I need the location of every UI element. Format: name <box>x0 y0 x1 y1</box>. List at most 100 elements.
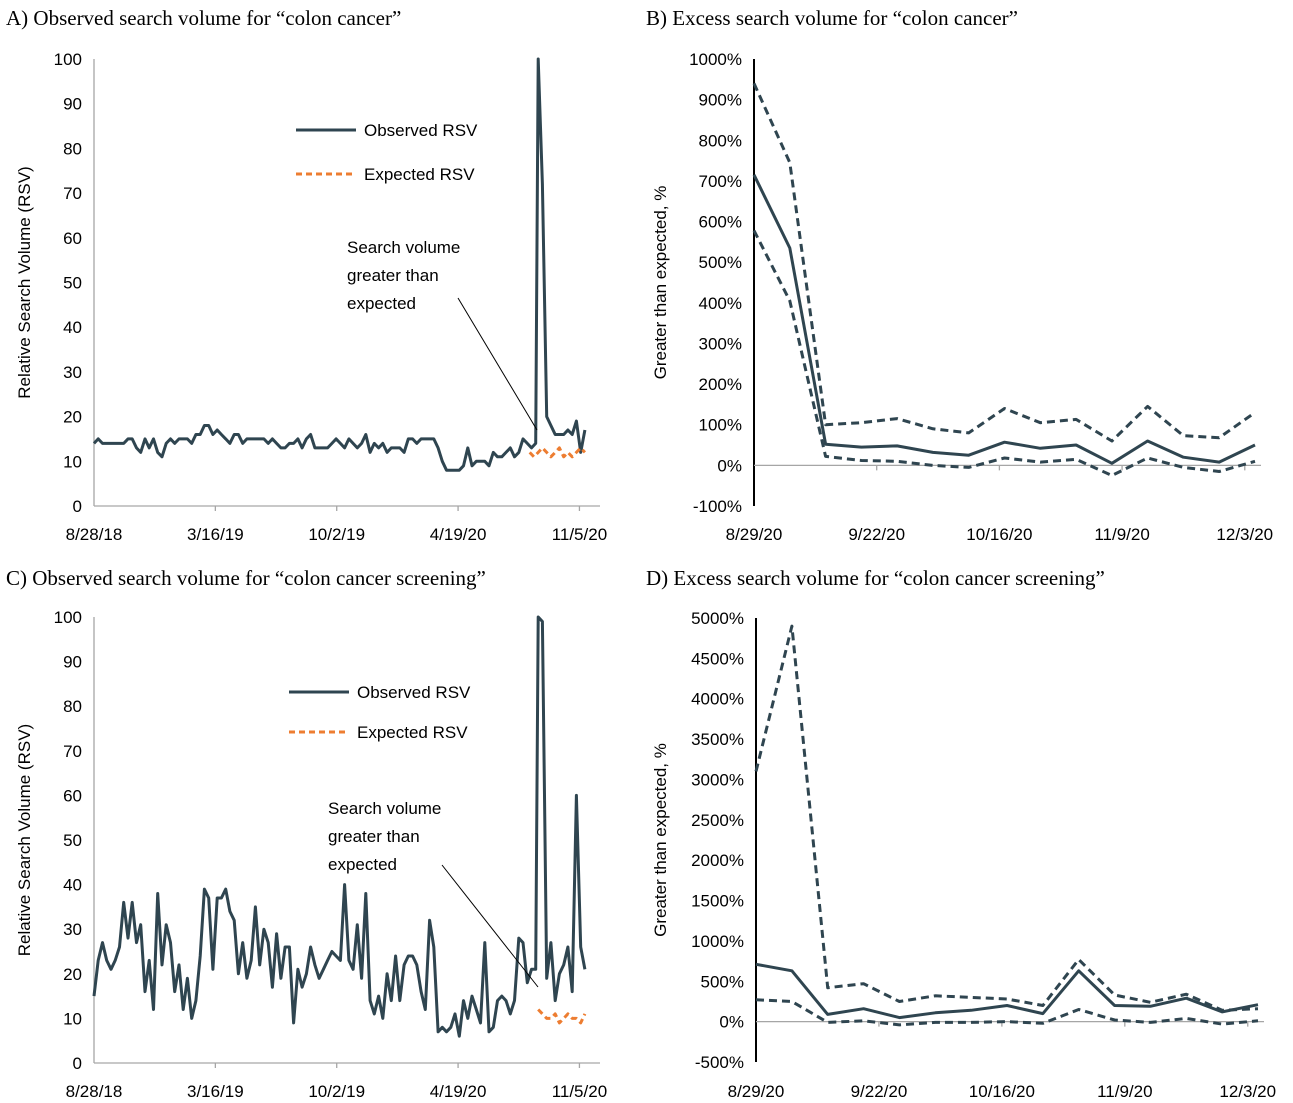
y-axis-title: Greater than expected, % <box>651 743 670 937</box>
y-tick-label: 0 <box>73 1054 82 1073</box>
annotation-text: expected <box>328 855 397 874</box>
x-tick-label: 8/29/20 <box>728 1082 785 1101</box>
y-axis-title: Greater than expected, % <box>651 186 670 380</box>
x-tick-label: 8/28/18 <box>66 525 123 544</box>
upper-ci-line <box>754 624 1259 1012</box>
y-tick-label: 3000% <box>691 770 744 789</box>
lower-ci-line <box>752 229 1256 477</box>
y-tick-label: 3500% <box>691 730 744 749</box>
x-tick-label: 9/22/20 <box>851 1082 908 1101</box>
expected-rsv-line <box>528 446 586 459</box>
legend-observed-label: Observed RSV <box>357 683 471 702</box>
annotation-text: Search volume <box>328 799 441 818</box>
panel-b: B) Excess search volume for “colon cance… <box>646 0 1293 551</box>
y-tick-label: 30 <box>63 920 82 939</box>
y-tick-label: 50 <box>63 831 82 850</box>
y-tick-label: 90 <box>63 95 82 114</box>
y-tick-label: 40 <box>63 318 82 337</box>
y-tick-label: 800% <box>699 131 742 150</box>
y-tick-label: 600% <box>699 213 742 232</box>
y-tick-label: 80 <box>63 139 82 158</box>
y-axis-title: Relative Search Volume (RSV) <box>15 166 34 398</box>
chart-d: -500% 0% 500% 1000% 1500% 2000% 2500% 3000% 3500… <box>651 609 1276 1101</box>
y-axis-title: Relative Search Volume (RSV) <box>15 724 34 956</box>
legend-expected-label: Expected RSV <box>364 165 475 184</box>
y-tick-label: 4500% <box>691 649 744 668</box>
y-tick-label: 5000% <box>691 609 744 628</box>
x-tick-label: 8/29/20 <box>726 525 783 544</box>
y-tick-label: 0 <box>73 497 82 516</box>
y-tick-label: 500% <box>699 253 742 272</box>
annotation-text: Search volume <box>347 238 460 257</box>
y-tick-label: 100 <box>54 50 82 69</box>
observed-rsv-line <box>92 615 587 1038</box>
expected-rsv-line <box>537 1008 587 1025</box>
x-tick-label: 12/3/20 <box>1219 1082 1276 1101</box>
panel-d: D) Excess search volume for “colon cance… <box>646 552 1293 1103</box>
x-tick-label: 9/22/20 <box>848 525 905 544</box>
y-tick-label: 70 <box>63 184 82 203</box>
annotation-text: greater than <box>328 827 420 846</box>
y-tick-label: -500% <box>695 1053 744 1072</box>
y-tick-label: 20 <box>63 965 82 984</box>
y-tick-label: 200% <box>699 375 742 394</box>
y-tick-label: 60 <box>63 786 82 805</box>
y-tick-label: 300% <box>699 334 742 353</box>
panel-a: A) Observed search volume for “colon can… <box>0 0 646 551</box>
x-tick-label: 3/16/19 <box>187 1082 244 1101</box>
y-tick-label: 40 <box>63 876 82 895</box>
x-tick-label: 10/16/20 <box>969 1082 1035 1101</box>
panel-c-title: C) Observed search volume for “colon can… <box>6 566 486 590</box>
x-tick-label: 3/16/19 <box>187 525 244 544</box>
y-tick-label: -100% <box>693 497 742 516</box>
x-tick-label: 11/5/20 <box>552 1082 607 1101</box>
y-tick-label: 30 <box>63 363 82 382</box>
y-tick-label: 20 <box>63 408 82 427</box>
y-tick-label: 0% <box>717 456 742 475</box>
x-tick-label: 4/19/20 <box>430 1082 487 1101</box>
observed-rsv-line <box>92 57 587 472</box>
annotation-leader-line <box>457 297 538 431</box>
y-tick-label: 70 <box>63 742 82 761</box>
y-tick-label: 60 <box>63 229 82 248</box>
y-tick-label: 4000% <box>691 690 744 709</box>
y-tick-label: 2000% <box>691 851 744 870</box>
panel-b-title: B) Excess search volume for “colon cance… <box>646 6 1018 30</box>
x-tick-label: 4/19/20 <box>430 525 487 544</box>
y-tick-label: 80 <box>63 697 82 716</box>
chart-b: -100% 0% 100% 200% 300% 400% 500% 600% 700% 800% 9… <box>651 50 1273 544</box>
panel-c: C) Observed search volume for “colon can… <box>0 552 646 1103</box>
annotation-leader-line <box>441 864 539 988</box>
y-tick-label: 700% <box>699 172 742 191</box>
y-tick-label: 10 <box>63 1009 82 1028</box>
y-tick-label: 2500% <box>691 811 744 830</box>
y-tick-label: 500% <box>701 972 744 991</box>
x-tick-label: 10/2/19 <box>308 1082 365 1101</box>
annotation-text: expected <box>347 294 416 313</box>
x-tick-label: 12/3/20 <box>1216 525 1273 544</box>
y-tick-label: 50 <box>63 274 82 293</box>
y-tick-label: 400% <box>699 294 742 313</box>
panel-d-title: D) Excess search volume for “colon cance… <box>646 566 1105 590</box>
estimate-line <box>755 962 1259 1020</box>
legend-observed-label: Observed RSV <box>364 121 478 140</box>
chart-c: 0 10 20 30 40 50 60 70 80 90 100 8/28/18 3/16/19 10/2… <box>15 608 607 1101</box>
x-tick-label: 10/2/19 <box>308 525 365 544</box>
x-tick-label: 10/16/20 <box>966 525 1032 544</box>
legend-expected-label: Expected RSV <box>357 723 468 742</box>
x-tick-label: 8/28/18 <box>66 1082 123 1101</box>
y-tick-label: 100 <box>54 608 82 627</box>
y-tick-label: 1500% <box>691 892 744 911</box>
annotation-text: greater than <box>347 266 439 285</box>
upper-ci-line <box>752 82 1256 443</box>
y-tick-label: 1000% <box>689 50 742 69</box>
x-tick-label: 11/9/20 <box>1097 1082 1152 1101</box>
y-tick-label: 0% <box>719 1013 744 1032</box>
y-tick-label: 1000% <box>691 932 744 951</box>
chart-a: 0 10 20 30 40 50 60 70 80 90 100 8/28/18 3/16/19 10/2… <box>15 50 607 544</box>
x-tick-label: 11/5/20 <box>552 525 607 544</box>
y-tick-label: 10 <box>63 452 82 471</box>
panel-a-title: A) Observed search volume for “colon can… <box>6 6 402 30</box>
estimate-line <box>752 174 1256 465</box>
x-tick-label: 11/9/20 <box>1094 525 1149 544</box>
